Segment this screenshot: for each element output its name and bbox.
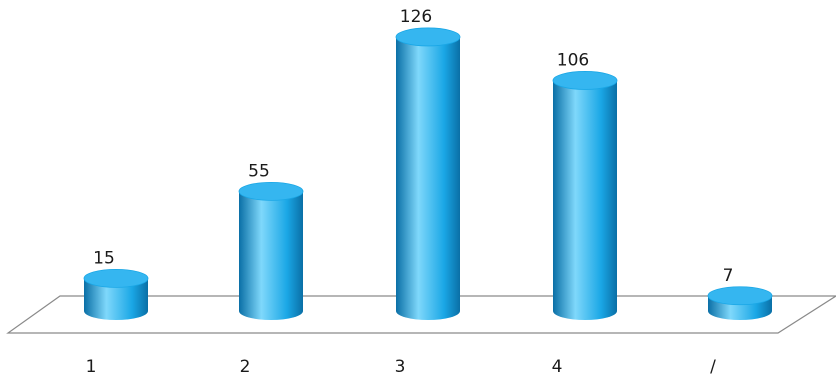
data-label: 15: [93, 248, 115, 268]
bar-/: [707, 286, 773, 320]
bar-4: [552, 71, 618, 320]
bar-body: [396, 36, 460, 320]
bar-top: [395, 27, 461, 47]
value-labels-group: 15 55 126 106 7: [93, 7, 733, 286]
x-tick-label: /: [710, 357, 716, 377]
bar-top: [707, 286, 773, 306]
bar-top: [83, 268, 149, 288]
data-label: 55: [248, 161, 270, 181]
data-label: 106: [557, 50, 589, 70]
bar-1: [83, 268, 149, 320]
bar-body: [553, 80, 617, 320]
x-tick-label: 2: [240, 357, 251, 377]
bar-body: [239, 191, 303, 320]
category-labels-group: 1 2 3 4 /: [86, 357, 717, 377]
data-label: 7: [723, 266, 734, 286]
bar-top: [238, 181, 304, 201]
bar-2: [238, 181, 304, 320]
bars-group: [83, 27, 773, 320]
data-label: 126: [400, 7, 432, 27]
bar-body: [84, 278, 148, 320]
bar-top: [552, 71, 618, 90]
x-tick-label: 4: [552, 357, 563, 377]
bar-3: [395, 27, 461, 320]
x-tick-label: 1: [86, 357, 97, 377]
x-tick-label: 3: [395, 357, 406, 377]
